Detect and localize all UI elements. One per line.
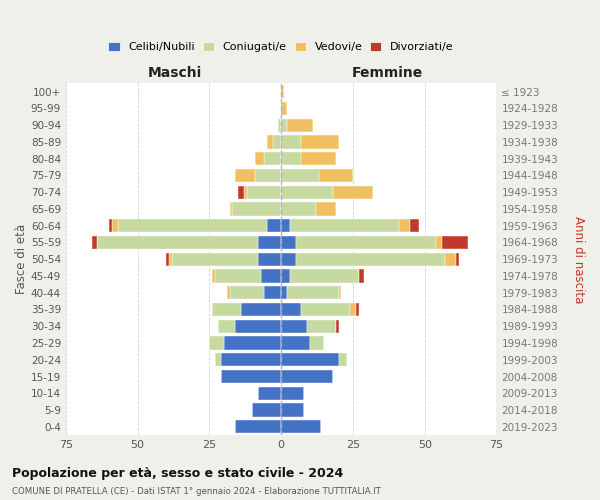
Text: COMUNE DI PRATELLA (CE) - Dati ISTAT 1° gennaio 2024 - Elaborazione TUTTITALIA.I: COMUNE DI PRATELLA (CE) - Dati ISTAT 1° … <box>12 487 381 496</box>
Text: Popolazione per età, sesso e stato civile - 2024: Popolazione per età, sesso e stato civil… <box>12 468 343 480</box>
Bar <box>301 136 338 148</box>
Bar <box>281 236 296 249</box>
Bar <box>281 370 333 383</box>
Bar <box>290 270 359 282</box>
Bar <box>287 118 313 132</box>
Bar <box>256 152 264 166</box>
Bar <box>281 186 333 199</box>
Bar <box>218 320 235 333</box>
Bar <box>212 303 241 316</box>
Bar <box>232 202 281 215</box>
Bar <box>290 219 399 232</box>
Bar <box>258 252 281 266</box>
Bar <box>336 320 338 333</box>
Bar <box>350 303 356 316</box>
Bar <box>307 320 336 333</box>
Bar <box>281 336 310 349</box>
Bar <box>436 236 442 249</box>
Bar <box>281 252 296 266</box>
Bar <box>281 286 287 300</box>
Bar <box>109 219 112 232</box>
Bar <box>281 219 290 232</box>
Bar <box>166 252 169 266</box>
Bar <box>281 102 287 115</box>
Bar <box>212 270 215 282</box>
Bar <box>272 136 281 148</box>
Bar <box>356 303 359 316</box>
Bar <box>230 286 264 300</box>
Bar <box>172 252 258 266</box>
Bar <box>215 270 261 282</box>
Bar <box>281 270 290 282</box>
Bar <box>333 186 373 199</box>
Bar <box>112 219 118 232</box>
Bar <box>267 136 272 148</box>
Bar <box>267 219 281 232</box>
Bar <box>241 303 281 316</box>
Bar <box>281 202 316 215</box>
Bar <box>281 353 338 366</box>
Bar <box>457 252 459 266</box>
Bar <box>278 118 281 132</box>
Bar <box>296 252 445 266</box>
Bar <box>281 85 284 98</box>
Bar <box>445 252 457 266</box>
Bar <box>227 286 230 300</box>
Bar <box>316 202 336 215</box>
Bar <box>319 169 353 182</box>
Bar <box>264 152 281 166</box>
Bar <box>281 320 307 333</box>
Bar <box>338 286 341 300</box>
Bar <box>256 169 281 182</box>
Y-axis label: Fasce di età: Fasce di età <box>15 224 28 294</box>
Bar <box>235 320 281 333</box>
Bar <box>221 353 281 366</box>
Bar <box>281 386 304 400</box>
Bar <box>253 404 281 416</box>
Bar <box>224 336 281 349</box>
Text: Femmine: Femmine <box>352 66 423 80</box>
Bar <box>97 236 258 249</box>
Bar <box>215 353 221 366</box>
Bar <box>118 219 267 232</box>
Bar <box>264 286 281 300</box>
Text: Maschi: Maschi <box>148 66 202 80</box>
Bar <box>281 303 301 316</box>
Bar <box>244 186 247 199</box>
Bar <box>399 219 410 232</box>
Bar <box>296 236 436 249</box>
Legend: Celibi/Nubili, Coniugati/e, Vedovi/e, Divorziati/e: Celibi/Nubili, Coniugati/e, Vedovi/e, Di… <box>106 40 456 54</box>
Bar <box>281 169 319 182</box>
Bar <box>235 169 256 182</box>
Bar <box>258 236 281 249</box>
Bar <box>281 420 322 434</box>
Bar <box>301 303 350 316</box>
Bar <box>301 152 336 166</box>
Bar <box>238 186 244 199</box>
Bar <box>287 286 338 300</box>
Bar <box>169 252 172 266</box>
Bar <box>247 186 281 199</box>
Bar <box>281 404 304 416</box>
Bar <box>235 420 281 434</box>
Bar <box>359 270 364 282</box>
Bar <box>410 219 419 232</box>
Bar <box>221 370 281 383</box>
Bar <box>442 236 468 249</box>
Bar <box>338 353 347 366</box>
Y-axis label: Anni di nascita: Anni di nascita <box>572 216 585 303</box>
Bar <box>230 202 232 215</box>
Bar <box>310 336 324 349</box>
Bar <box>261 270 281 282</box>
Bar <box>281 152 301 166</box>
Bar <box>258 386 281 400</box>
Bar <box>209 336 224 349</box>
Bar <box>92 236 97 249</box>
Bar <box>281 118 287 132</box>
Bar <box>281 136 301 148</box>
